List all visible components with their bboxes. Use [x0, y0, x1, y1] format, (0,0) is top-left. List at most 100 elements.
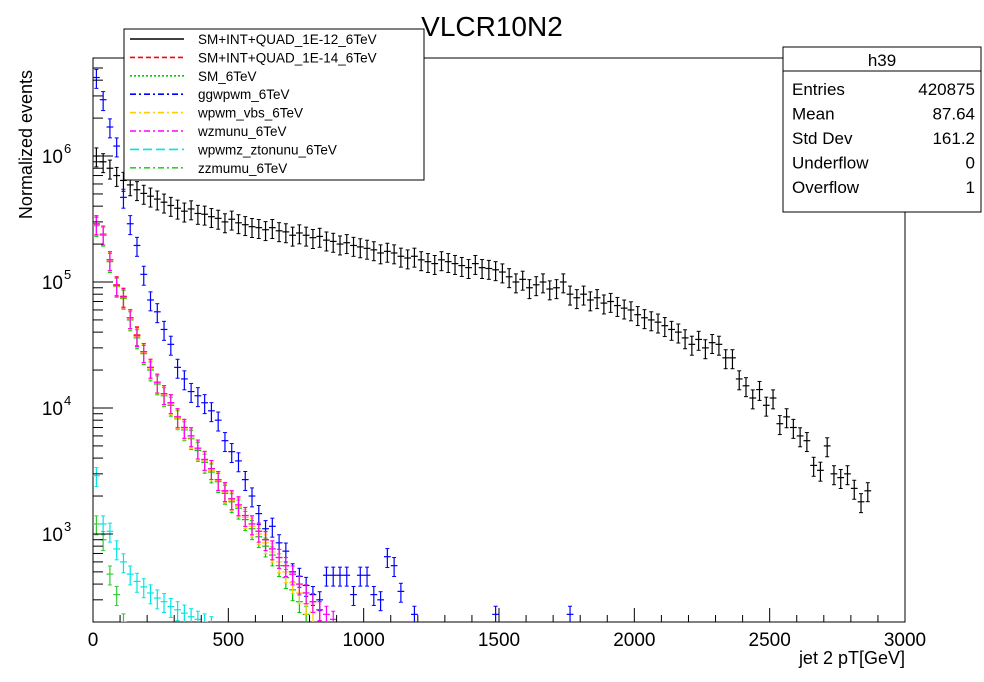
data-point [647, 311, 655, 332]
data-point [783, 408, 790, 429]
data-point [411, 247, 418, 268]
data-point [499, 263, 506, 284]
data-point [390, 557, 398, 578]
data-point [844, 465, 851, 486]
data-point [140, 343, 148, 364]
data-point [194, 204, 202, 225]
data-point [553, 279, 560, 300]
data-point [187, 608, 195, 622]
data-point [248, 515, 256, 536]
data-point [268, 517, 276, 538]
legend-entry: SM+INT+QUAD_1E-14_6TeV [130, 50, 377, 65]
data-point [756, 380, 763, 401]
stats-row-value: 0 [966, 154, 975, 173]
data-point [302, 226, 310, 247]
data-point [268, 219, 276, 240]
data-point [147, 187, 154, 208]
data-point [708, 334, 716, 355]
data-point [323, 605, 330, 622]
data-point [194, 439, 202, 460]
data-point [411, 605, 418, 622]
data-point [857, 493, 865, 514]
data-point [214, 470, 222, 491]
data-point [573, 289, 581, 310]
data-point [106, 565, 114, 586]
data-point [431, 254, 439, 275]
data-point [228, 443, 236, 464]
data-point [323, 566, 330, 587]
data-point [174, 408, 181, 429]
data-point [93, 147, 100, 168]
data-point [235, 214, 242, 235]
data-point [566, 285, 574, 306]
data-point [383, 242, 391, 263]
data-point [383, 548, 391, 569]
y-tick-label: 10 [42, 399, 63, 420]
data-point [147, 584, 154, 605]
data-point [187, 427, 195, 448]
data-point [140, 184, 148, 205]
stats-row-label: Overflow [792, 178, 860, 197]
data-point [120, 288, 127, 309]
data-point [160, 385, 168, 405]
x-tick-label: 500 [212, 630, 244, 651]
stats-row-label: Underflow [792, 154, 869, 173]
data-point [722, 349, 730, 370]
data-point [120, 188, 127, 209]
data-point [153, 589, 161, 610]
y-tick-label: 10 [42, 525, 63, 546]
data-point [485, 259, 493, 280]
data-point [187, 200, 195, 221]
data-point [106, 251, 114, 272]
data-point [147, 358, 154, 379]
data-point [255, 219, 263, 240]
data-point [593, 289, 601, 310]
data-point [681, 329, 689, 350]
x-tick-label: 1000 [343, 630, 385, 651]
data-point [194, 610, 202, 622]
legend-entry: SM_6TeV [130, 69, 257, 84]
data-point [458, 256, 466, 277]
legend-entry: wpwm_vbs_6TeV [130, 106, 303, 121]
data-point [221, 213, 229, 234]
data-point [641, 309, 648, 330]
data-point [350, 236, 357, 257]
legend-label: SM+INT+QUAD_1E-12_6TeV [198, 32, 377, 47]
stats-rows: Entries 420875 Mean 87.64 Std Dev 161.2 Underf… [792, 80, 975, 197]
x-axis-title: jet 2 pT[GeV] [798, 648, 905, 668]
stats-row-label: Entries [792, 80, 845, 99]
data-point [762, 396, 770, 417]
data-point [153, 373, 161, 394]
data-point [316, 601, 324, 622]
data-point [93, 515, 100, 536]
data-point [93, 215, 100, 236]
data-point [580, 285, 587, 306]
data-point [323, 231, 330, 252]
stats-row-value: 87.64 [932, 105, 975, 124]
legend-entry: ggwpwm_6TeV [130, 87, 290, 102]
data-point [438, 251, 445, 272]
data-point [180, 604, 188, 622]
data-point [282, 557, 290, 578]
data-point [837, 468, 845, 489]
data-point [674, 323, 682, 344]
data-point [512, 273, 520, 294]
data-point [356, 238, 364, 259]
data-point [465, 259, 472, 280]
data-point [850, 479, 858, 500]
data-point [796, 427, 804, 448]
data-point [424, 253, 432, 274]
data-point [248, 487, 256, 508]
data-point [478, 259, 486, 280]
data-point [404, 249, 412, 270]
data-point [296, 224, 303, 245]
data-point [505, 268, 513, 289]
data-point [742, 377, 750, 398]
legend-box [123, 28, 425, 181]
data-point [789, 418, 797, 439]
data-point [180, 202, 188, 223]
data-point [492, 605, 499, 622]
data-point [668, 320, 675, 341]
